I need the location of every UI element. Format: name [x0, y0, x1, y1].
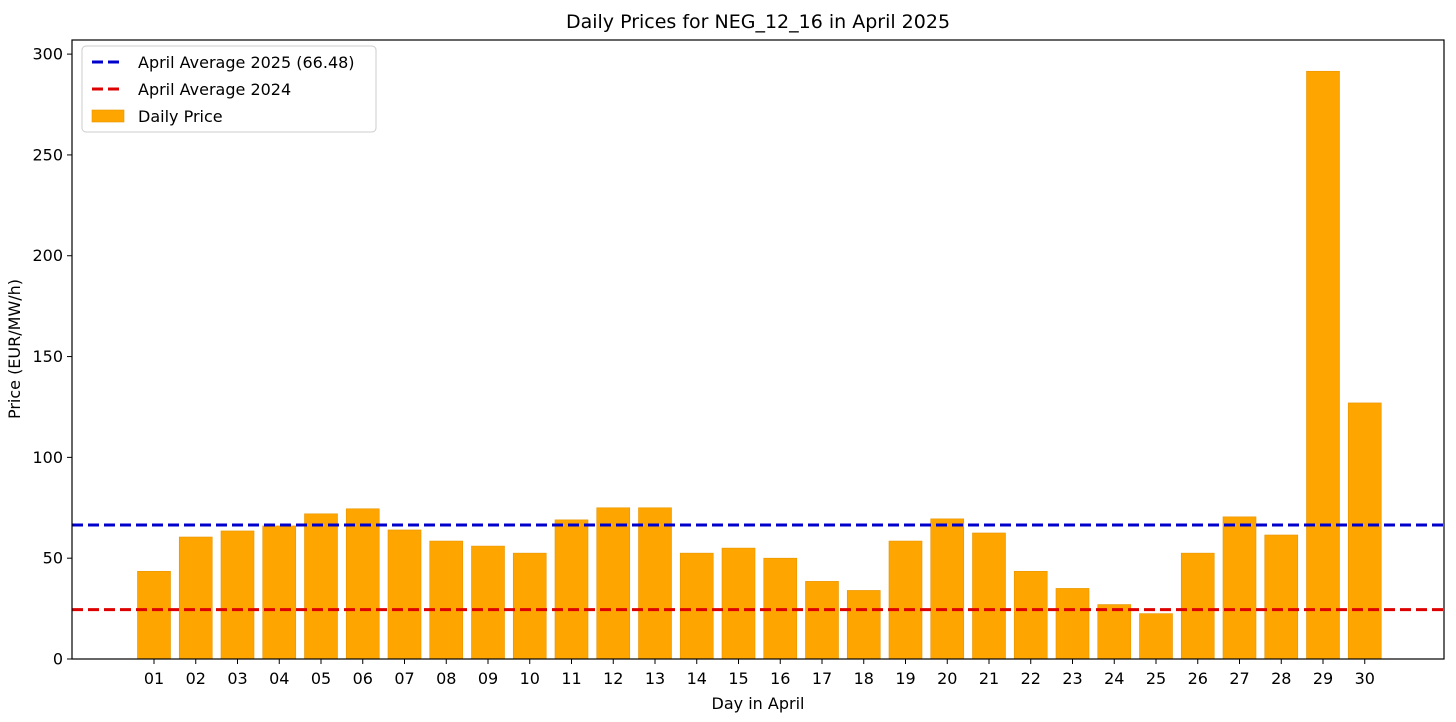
bars-layer	[137, 70, 1382, 660]
x-tick-label: 11	[561, 669, 581, 688]
x-tick-label: 02	[186, 669, 206, 688]
x-tick-label: 14	[687, 669, 707, 688]
x-tick-label: 05	[311, 669, 331, 688]
bar-day-05	[304, 513, 338, 660]
bar-day-19	[888, 540, 923, 660]
y-tick-label: 50	[43, 549, 63, 568]
legend: April Average 2025 (66.48) April Average …	[81, 45, 377, 133]
x-tick-label: 08	[436, 669, 456, 688]
x-axis: 01 02 03 04 05 06 07 08 09 10 11 12 13 14 15 16 17 18 19 20…	[144, 659, 1375, 688]
legend-swatch-bar	[91, 109, 125, 123]
bar-day-23	[1055, 588, 1090, 660]
x-tick-label: 18	[854, 669, 874, 688]
chart-title: Daily Prices for NEG_12_16 in April 2025	[566, 11, 950, 33]
x-tick-label: 16	[770, 669, 790, 688]
bar-day-30	[1347, 402, 1382, 660]
bar-day-04	[262, 525, 297, 660]
bar-day-11	[554, 519, 589, 660]
bar-day-27	[1222, 516, 1257, 660]
x-tick-label: 28	[1271, 669, 1291, 688]
bar-day-21	[972, 532, 1006, 660]
legend-label: Daily Price	[138, 107, 223, 126]
bar-day-15	[721, 547, 756, 660]
legend-label: April Average 2024	[138, 80, 291, 99]
x-tick-label: 15	[728, 669, 748, 688]
legend-label: April Average 2025 (66.48)	[138, 53, 355, 72]
bar-day-26	[1180, 552, 1215, 660]
x-tick-label: 25	[1146, 669, 1166, 688]
bar-day-18	[846, 590, 881, 660]
bar-day-17	[805, 581, 839, 660]
bar-day-24	[1097, 604, 1132, 660]
bar-day-13	[638, 507, 672, 660]
bar-day-14	[679, 552, 714, 660]
bar-day-02	[178, 536, 213, 660]
bar-day-07	[387, 529, 422, 660]
x-tick-label: 21	[979, 669, 999, 688]
bar-day-09	[471, 545, 505, 660]
x-tick-label: 12	[603, 669, 623, 688]
x-tick-label: 06	[353, 669, 373, 688]
y-tick-label: 300	[32, 45, 63, 64]
bar-day-06	[345, 508, 380, 660]
y-tick-label: 0	[53, 650, 63, 669]
x-tick-label: 27	[1229, 669, 1249, 688]
bar-day-28	[1264, 534, 1299, 660]
y-tick-label: 100	[32, 448, 63, 467]
x-tick-label: 01	[144, 669, 164, 688]
bar-day-22	[1013, 570, 1048, 660]
x-tick-label: 23	[1062, 669, 1082, 688]
y-axis-label: Price (EUR/MW/h)	[5, 279, 24, 419]
bar-day-12	[596, 507, 631, 660]
x-tick-label: 24	[1104, 669, 1124, 688]
y-tick-label: 200	[32, 246, 63, 265]
reference-lines-layer	[72, 523, 1444, 612]
plot-frame	[71, 39, 1445, 660]
bar-day-25	[1139, 613, 1173, 660]
x-tick-label: 29	[1313, 669, 1333, 688]
legend-box	[81, 45, 377, 133]
x-tick-label: 26	[1188, 669, 1208, 688]
bar-day-03	[220, 530, 255, 660]
x-tick-label: 13	[645, 669, 665, 688]
bar-day-10	[512, 552, 547, 660]
bar-day-08	[429, 540, 464, 660]
x-tick-label: 17	[812, 669, 832, 688]
x-axis-label: Day in April	[712, 694, 805, 713]
y-axis: 0 50 100 150 200 250 300	[32, 45, 72, 669]
y-tick-label: 250	[32, 145, 63, 164]
x-tick-label: 20	[937, 669, 957, 688]
x-tick-label: 30	[1355, 669, 1375, 688]
x-tick-label: 09	[478, 669, 498, 688]
bar-day-01	[137, 570, 171, 660]
bar-day-20	[930, 518, 965, 660]
x-tick-label: 04	[269, 669, 289, 688]
x-tick-label: 10	[520, 669, 540, 688]
x-tick-label: 03	[227, 669, 247, 688]
bar-day-29	[1306, 70, 1340, 660]
x-tick-label: 22	[1021, 669, 1041, 688]
x-tick-label: 19	[895, 669, 915, 688]
x-tick-label: 07	[394, 669, 414, 688]
y-tick-label: 150	[32, 347, 63, 366]
